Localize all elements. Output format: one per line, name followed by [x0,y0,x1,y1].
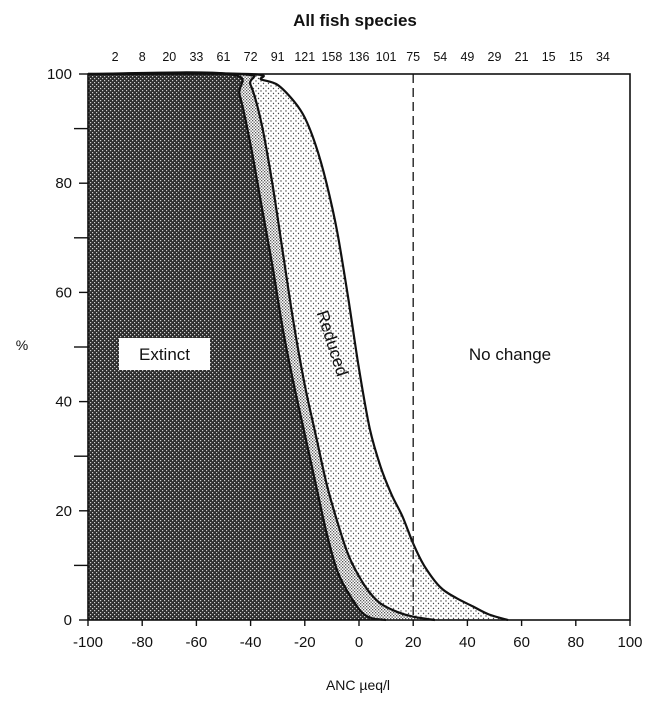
x-tick-label: -80 [131,634,153,651]
x-tick-label: -20 [294,634,316,651]
x-tick-label: 60 [513,634,530,651]
extinct-label-box [119,338,210,370]
sample-count-label: 101 [376,50,397,64]
x-tick-label: -40 [240,634,262,651]
sample-count-label: 158 [321,50,342,64]
boundary-line-3 [87,72,509,622]
extinct-label: Extinct [139,345,190,364]
y-tick-label: 100 [47,66,72,83]
y-tick-label: 60 [55,284,72,301]
x-tick-label: -100 [73,634,103,651]
x-tick-label: 80 [567,634,584,651]
sample-count-label: 75 [406,50,420,64]
y-tick-label: 80 [55,175,72,192]
y-tick-label: 40 [55,394,72,411]
sample-count-label: 15 [542,50,556,64]
sample-count-label: 20 [162,50,176,64]
y-tick-label: 0 [64,612,72,629]
sample-count-label: 136 [349,50,370,64]
sample-count-label: 91 [271,50,285,64]
boundary-line-1 [87,71,387,622]
sample-count-label: 15 [569,50,583,64]
sample-count-label: 21 [515,50,529,64]
sample-count-label: 72 [244,50,258,64]
chart-title: All fish species [293,11,417,30]
x-tick-label: 40 [459,634,476,651]
sample-count-label: 29 [488,50,502,64]
x-axis-title: ANC µeq/l [326,677,390,693]
x-tick-label: 20 [405,634,422,651]
sample-count-label: 34 [596,50,610,64]
x-tick-label: 0 [355,634,363,651]
extinct-area [88,72,387,620]
sample-count-label: 121 [294,50,315,64]
y-tick-label: 20 [55,503,72,520]
sample-count-label: 54 [433,50,447,64]
sample-count-label: 61 [217,50,231,64]
sample-count-label: 33 [189,50,203,64]
sample-count-label: 2 [112,50,119,64]
sample-count-label: 49 [460,50,474,64]
no-change-label: No change [469,345,551,364]
boundary-line-2 [87,72,436,622]
y-axis-title: % [16,337,28,353]
x-tick-label: 100 [617,634,642,651]
x-tick-label: -60 [186,634,208,651]
sample-count-label: 8 [139,50,146,64]
